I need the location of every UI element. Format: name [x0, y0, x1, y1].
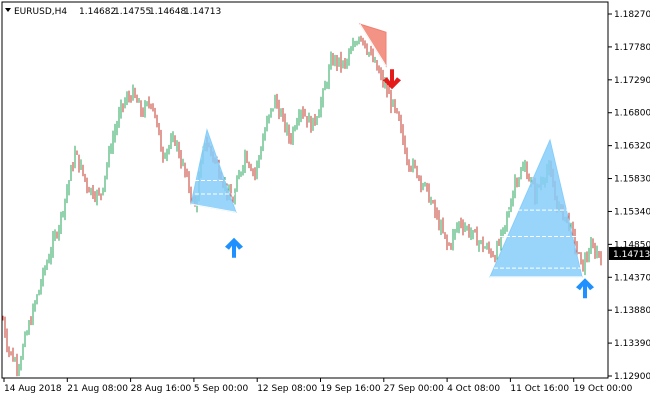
y-tick-label: 1.15340: [614, 207, 650, 217]
x-tick-label: 4 Oct 08:00: [447, 384, 500, 394]
y-tick-label: 1.13880: [614, 306, 650, 316]
header-open: 1.14682: [79, 7, 116, 17]
y-tick-label: 1.14370: [614, 273, 650, 283]
y-tick-label: 1.13390: [614, 339, 650, 349]
time-axis: 14 Aug 2018 21 Aug 08:00 28 Aug 16:00 5 Sep…: [3, 378, 633, 394]
y-tick-label: 1.17290: [614, 76, 650, 86]
header-close: 1.14713: [184, 7, 221, 17]
header-low: 1.14648: [149, 7, 186, 17]
y-tick-label: 1.16800: [614, 109, 650, 119]
x-tick-label: 27 Sep 00:00: [384, 384, 444, 394]
signal-arrows-layer: [225, 69, 594, 299]
y-tick-label: 1.17780: [614, 43, 650, 53]
y-tick-label: 1.12900: [614, 372, 650, 382]
x-tick-label: 28 Aug 16:00: [131, 384, 192, 394]
blue-triangle-pattern: [190, 128, 237, 213]
header-high: 1.14755: [114, 7, 151, 17]
triangle-base-line: [190, 203, 237, 213]
pattern-triangles-layer: [190, 23, 583, 278]
y-tick-label: 1.15830: [614, 175, 650, 185]
buy-arrow-up-icon: [225, 237, 243, 258]
x-tick-label: 14 Aug 2018: [4, 384, 62, 394]
dropdown-triangle-icon[interactable]: [5, 8, 11, 12]
current-price-tag: 1.14713: [609, 246, 650, 260]
blue-triangle-pattern: [489, 138, 583, 278]
x-tick-label: 5 Sep 00:00: [194, 384, 249, 394]
y-tick-label: 1.16320: [614, 142, 650, 152]
sell-arrow-down-icon: [383, 69, 401, 90]
triangle-base-line: [359, 23, 387, 67]
x-tick-label: 19 Sep 16:00: [321, 384, 381, 394]
y-tick-label: 1.14850: [614, 240, 650, 250]
x-tick-label: 12 Sep 08:00: [257, 384, 317, 394]
x-tick-label: 19 Oct 00:00: [574, 384, 633, 394]
y-tick-label: 1.18270: [614, 10, 650, 20]
current-price-label: 1.14713: [613, 250, 650, 260]
candles-layer: [2, 35, 602, 377]
header-symbol: EURUSD,H4: [14, 7, 67, 17]
x-tick-label: 11 Oct 16:00: [510, 384, 569, 394]
x-tick-label: 21 Aug 08:00: [67, 384, 128, 394]
chart-header: EURUSD,H4 1.14682 1.14755 1.14648 1.1471…: [5, 7, 221, 17]
current-price-box: [609, 246, 650, 260]
plot-frame: [1, 1, 609, 379]
price-axis: 1.18270 1.17780 1.17290 1.16800 1.16320 1.158…: [608, 10, 650, 382]
buy-arrow-up-icon: [576, 278, 594, 299]
